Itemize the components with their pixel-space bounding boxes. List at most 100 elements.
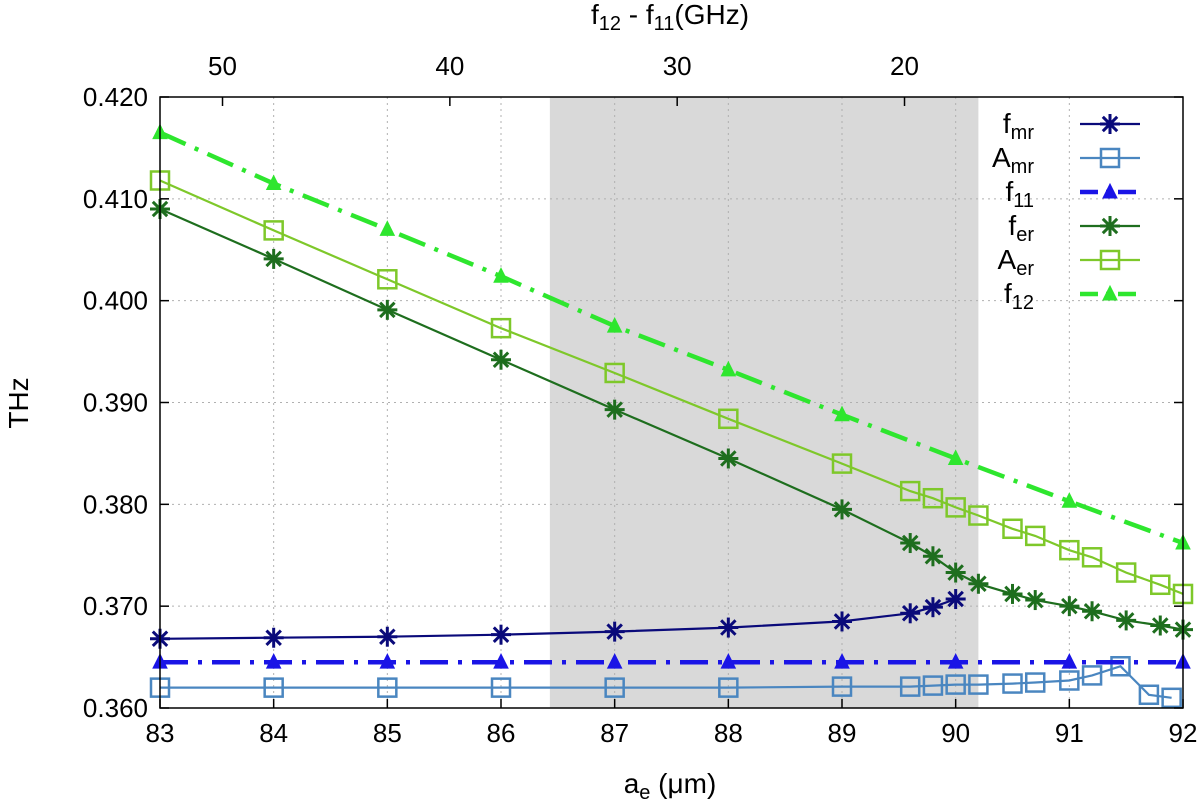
data-point-Aer <box>1024 525 1046 547</box>
data-point-Aer <box>1150 574 1171 596</box>
data-point-Amr <box>1110 655 1131 677</box>
data-point-f12 <box>265 174 282 191</box>
y-tick-label: 0.420 <box>83 82 148 112</box>
legend-label-fer: fer <box>1008 210 1034 246</box>
data-point-Amr <box>263 677 284 698</box>
data-point-fer <box>832 499 852 520</box>
data-point-Aer <box>899 480 921 502</box>
top-axis-label-mid: - f <box>621 0 654 30</box>
data-point-f11 <box>265 653 282 669</box>
tick-layer: 83 84 85 86 87 88 89 90 91 92 0.360 0.370 0.380 0.390… <box>83 51 1198 748</box>
series-layer <box>149 123 1194 709</box>
data-point-f11 <box>606 653 623 669</box>
data-point-Aer <box>945 497 966 518</box>
top-axis-label-sub2: 11 <box>654 13 675 35</box>
legend-item-f11: f11 <box>1005 176 1140 212</box>
data-point-fer <box>900 533 921 554</box>
data-point-Amr <box>1138 684 1160 706</box>
data-point-Amr <box>604 677 625 698</box>
data-point-f12 <box>947 449 964 466</box>
legend-marker-f11 <box>1102 182 1118 199</box>
data-point-f12 <box>493 267 509 283</box>
legend-label-Aer: Aer <box>998 244 1035 280</box>
top-x-axis-label: f12 - f11(GHz) <box>591 0 749 35</box>
data-point-fmr <box>718 617 739 638</box>
data-point-Amr <box>718 677 739 698</box>
x-tick-label: 86 <box>487 718 516 748</box>
data-point-f11 <box>947 653 964 669</box>
legend-label-main: f <box>1004 278 1012 309</box>
x-axis-label-sub: e <box>639 782 650 804</box>
legend-item-f12: f12 <box>1004 278 1140 314</box>
data-point-f11 <box>834 653 850 669</box>
top-tick-label: 20 <box>890 51 919 81</box>
data-point-Amr <box>1059 670 1080 691</box>
legend-marker-Aer <box>1099 249 1121 271</box>
series-line-fmr <box>159 597 957 640</box>
x-axis-label-unit: (μm) <box>650 768 716 799</box>
data-point-fer <box>922 546 943 567</box>
data-point-f11 <box>493 653 509 669</box>
legend-item-fmr: fmr <box>1003 108 1140 144</box>
top-axis-label-sub1: 12 <box>599 13 621 35</box>
data-point-Aer <box>1081 547 1103 568</box>
data-point-Amr <box>922 675 944 696</box>
data-point-f11 <box>1061 653 1078 669</box>
legend-marker-fmr <box>1100 114 1120 134</box>
legend-label-f11: f11 <box>1005 176 1034 212</box>
series-line-fer <box>159 207 1184 631</box>
data-point-fer <box>263 248 284 269</box>
legend-marker-Amr <box>1099 147 1121 169</box>
legend-label-f12: f12 <box>1004 278 1034 314</box>
data-point-f12 <box>720 360 737 377</box>
x-tick-label: 91 <box>1055 718 1084 748</box>
data-point-fer <box>377 299 398 320</box>
data-point-f12 <box>379 220 396 236</box>
legend-label-sub: er <box>1016 258 1034 280</box>
y-tick-label: 0.380 <box>83 489 148 519</box>
data-point-Aer <box>1002 518 1023 540</box>
data-point-fmr <box>604 621 625 642</box>
data-point-f12 <box>606 317 623 333</box>
legend-label-main: A <box>998 244 1017 275</box>
legend-label-main: f <box>1008 210 1016 241</box>
data-point-fer <box>1025 590 1046 611</box>
top-axis-label-end: (GHz) <box>674 0 749 30</box>
y-tick-label: 0.360 <box>83 693 148 723</box>
x-axis-label-main: a <box>624 768 640 799</box>
legend-label-main: A <box>992 142 1011 173</box>
legend-label-fmr: fmr <box>1003 108 1034 144</box>
legend-label-sub: mr <box>1011 156 1035 178</box>
x-axis-label: ae (μm) <box>624 768 717 804</box>
data-point-fer <box>604 399 625 420</box>
x-tick-label: 83 <box>146 718 175 748</box>
data-point-Aer <box>718 408 739 430</box>
data-point-fmr <box>491 624 511 645</box>
series-f12 <box>152 123 1191 550</box>
series-line-Aer <box>159 179 1184 595</box>
data-point-Aer <box>490 317 512 339</box>
data-point-Amr <box>377 677 398 698</box>
top-tick-label: 40 <box>435 51 464 81</box>
data-point-f11 <box>720 653 737 669</box>
data-point-fer <box>945 562 966 583</box>
data-point-Aer <box>968 505 989 526</box>
series-Aer <box>149 170 1194 605</box>
grid-layer <box>160 97 1183 708</box>
data-point-f11 <box>379 653 396 669</box>
data-point-Amr <box>945 674 966 695</box>
data-point-fer <box>491 349 511 370</box>
data-point-Aer <box>922 487 944 509</box>
data-point-Aer <box>1059 539 1080 561</box>
y-tick-label: 0.370 <box>83 591 148 621</box>
x-tick-label: 88 <box>714 718 743 748</box>
data-point-Aer <box>831 453 853 474</box>
legend-label-sub: 11 <box>1013 190 1034 212</box>
legend-marker-f12 <box>1102 284 1118 301</box>
data-point-fer <box>718 448 739 469</box>
data-point-fer <box>1082 601 1103 622</box>
series-Amr <box>149 655 1182 709</box>
data-point-Amr <box>831 676 853 697</box>
data-point-fmr <box>832 611 852 632</box>
